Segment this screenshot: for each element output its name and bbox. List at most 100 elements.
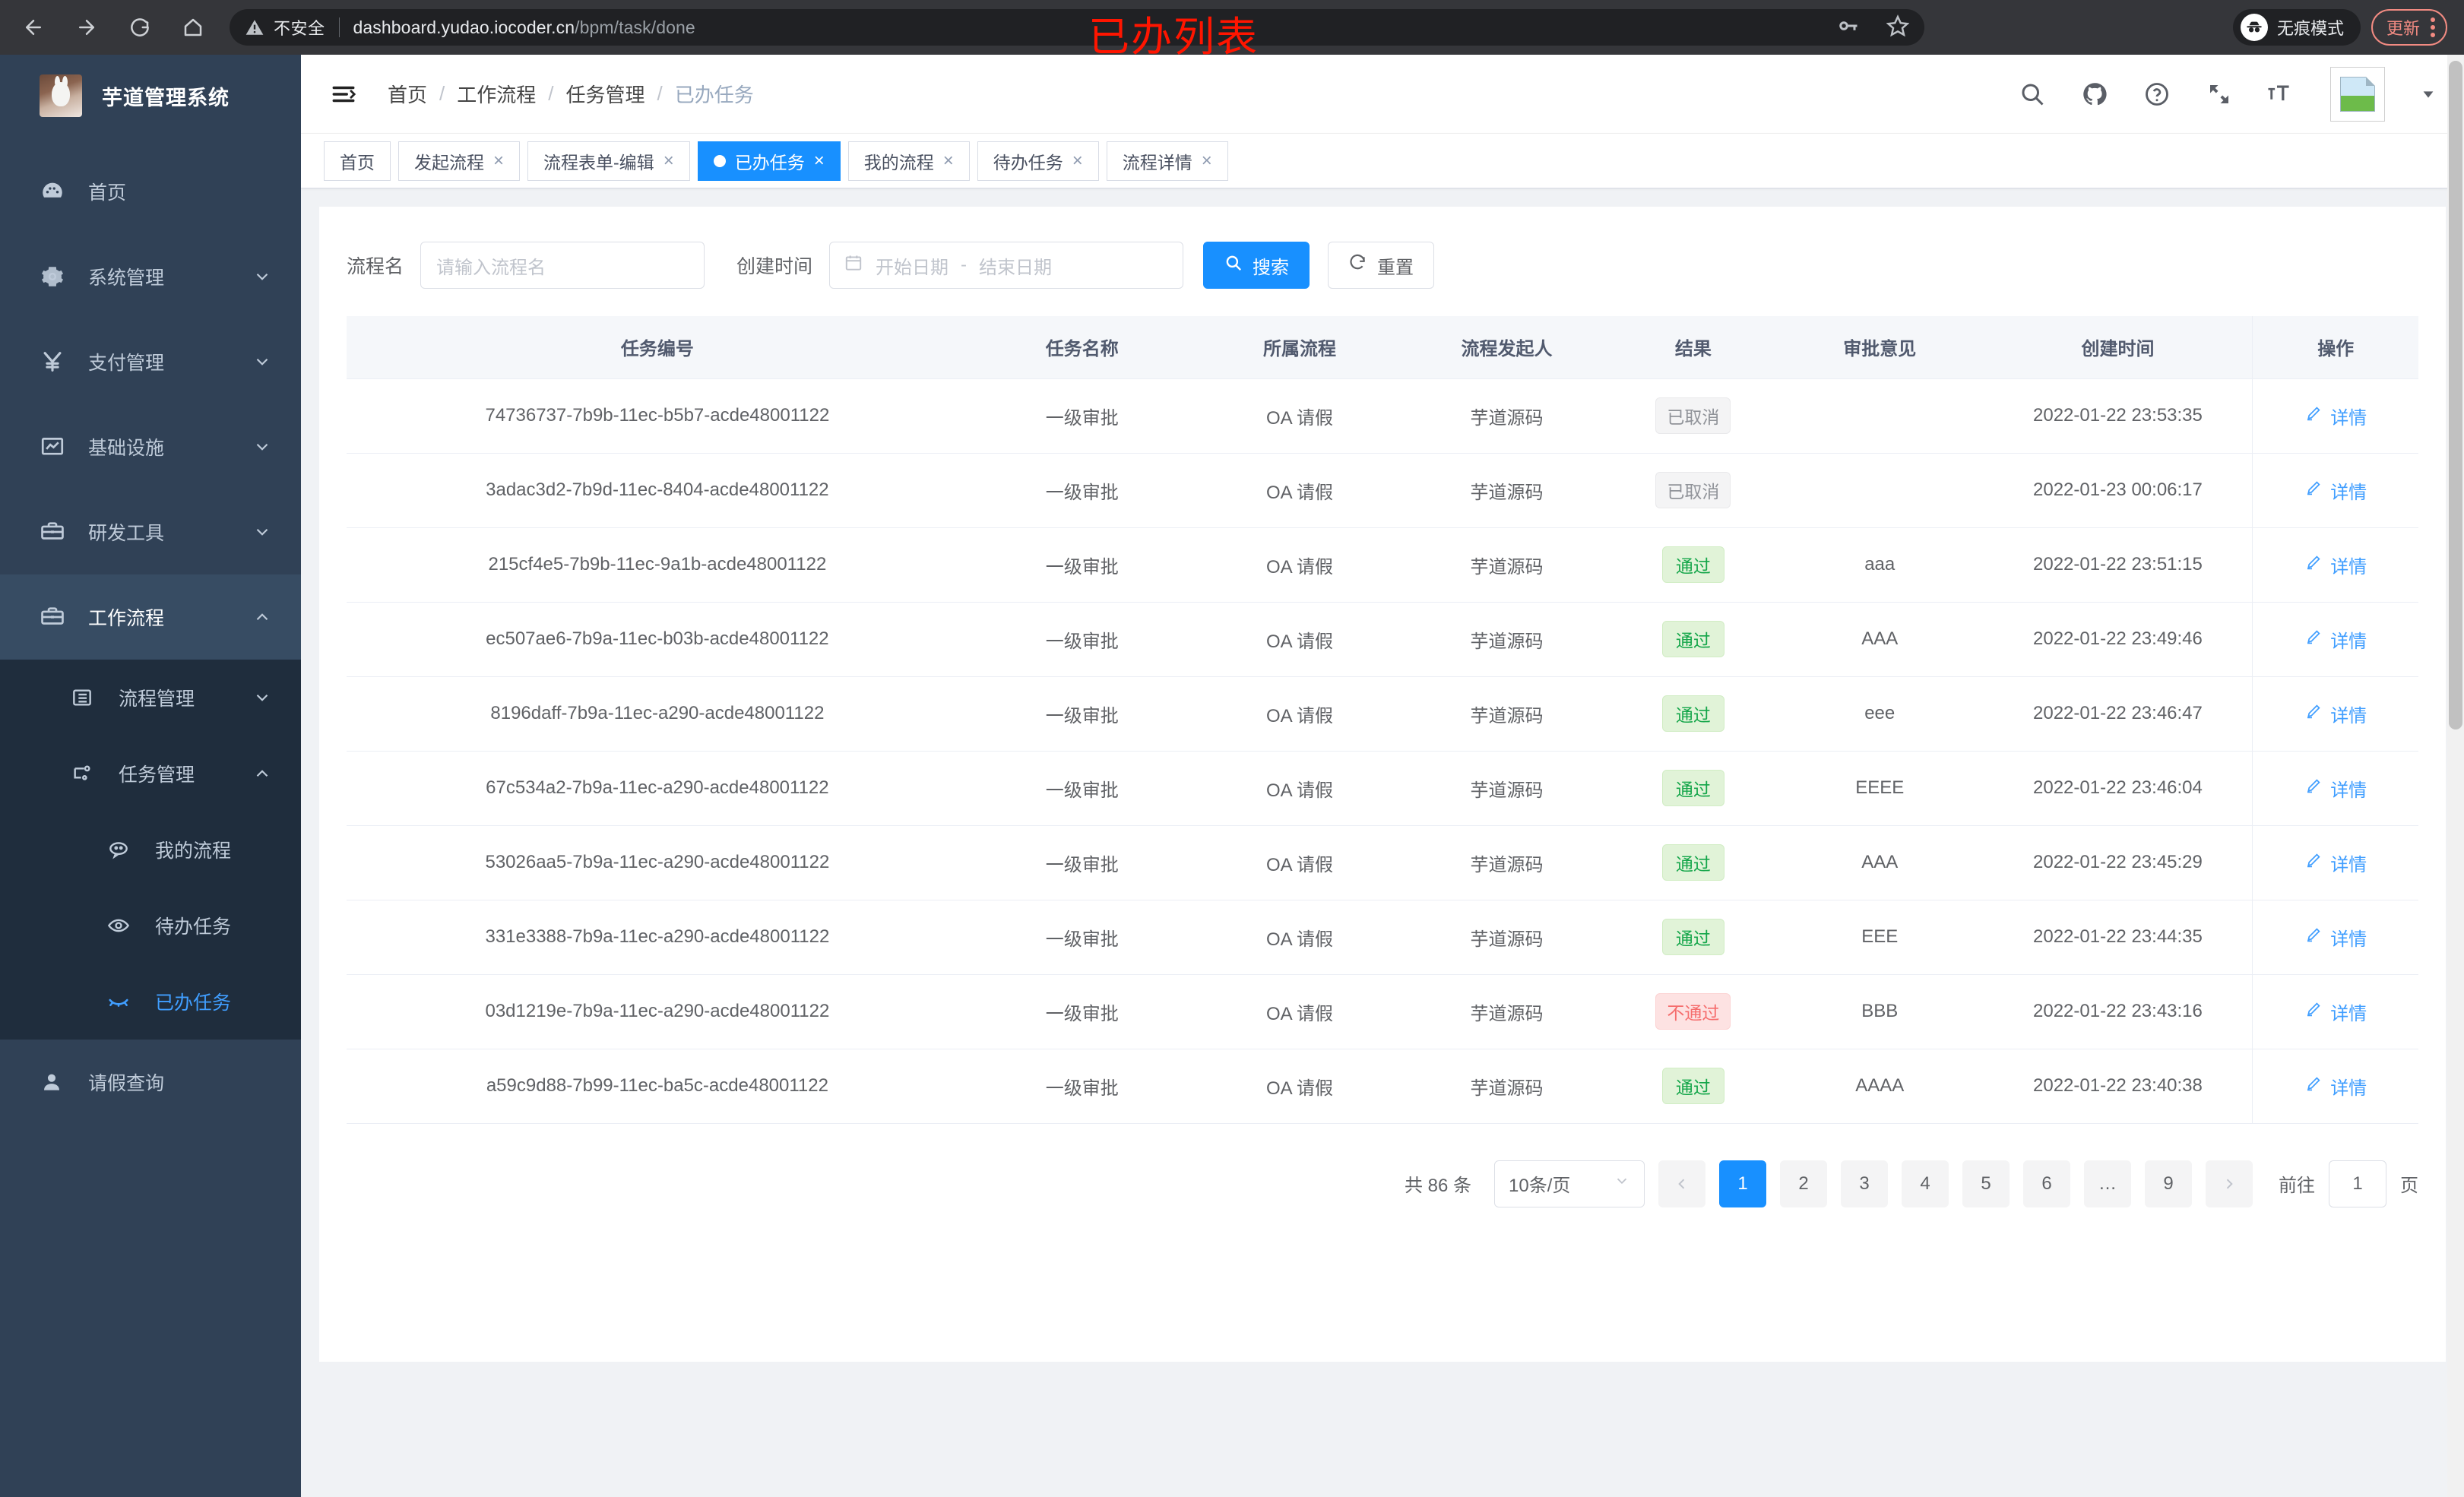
tab-process-form-edit[interactable]: 流程表单-编辑 × [527, 141, 690, 181]
sidebar-submenu-workflow: 流程管理 任务管理 [0, 660, 301, 1040]
reload-icon[interactable] [123, 11, 157, 44]
tab-home[interactable]: 首页 [324, 141, 391, 181]
create-time-range-picker[interactable]: 开始日期 - 结束日期 [829, 242, 1184, 289]
breadcrumb-separator: / [548, 82, 554, 105]
close-icon[interactable]: × [942, 150, 954, 171]
password-key-icon[interactable] [1836, 14, 1859, 41]
incognito-indicator[interactable]: 无痕模式 [2232, 9, 2361, 46]
cell-starter: 芋道源码 [1403, 378, 1610, 454]
sidebar-brand[interactable]: 芋道管理系统 [0, 55, 301, 137]
home-icon[interactable] [176, 11, 210, 44]
forward-icon[interactable] [70, 11, 103, 44]
reset-button[interactable]: 重置 [1328, 242, 1435, 289]
cell-task-id: ec507ae6-7b9a-11ec-b03b-acde48001122 [347, 602, 968, 677]
page-size-select[interactable]: 10条/页 [1494, 1160, 1645, 1207]
page-button-5[interactable]: 5 [1962, 1160, 2010, 1207]
cell-task-name: 一级审批 [968, 602, 1196, 677]
sidebar-item-home[interactable]: 首页 [0, 149, 301, 234]
tab-todo-task[interactable]: 待办任务 × [977, 141, 1099, 181]
sidebar-item-devtools[interactable]: 研发工具 [0, 489, 301, 574]
cell-actions: 详情 [2252, 527, 2418, 603]
sidebar-item-todo-task[interactable]: 待办任务 [0, 888, 301, 964]
detail-button[interactable]: 详情 [2304, 477, 2367, 504]
help-icon[interactable] [2143, 81, 2171, 108]
table-header-row: 任务编号 任务名称 所属流程 流程发起人 结果 审批意见 创建时间 操作 [347, 316, 2418, 379]
hamburger-icon[interactable] [327, 78, 360, 111]
sidebar-item-done-task[interactable]: 已办任务 [0, 964, 301, 1040]
detail-button[interactable]: 详情 [2304, 1073, 2367, 1100]
sidebar-item-payment[interactable]: 支付管理 [0, 319, 301, 404]
detail-button[interactable]: 详情 [2304, 403, 2367, 429]
sidebar-label-home: 首页 [88, 182, 127, 204]
close-icon[interactable]: × [493, 150, 505, 171]
search-button[interactable]: 搜索 [1203, 242, 1310, 289]
brand-logo-icon [40, 74, 82, 117]
cell-task-id: 03d1219e-7b9a-11ec-a290-acde48001122 [347, 974, 968, 1049]
fullscreen-icon[interactable] [2206, 81, 2233, 108]
status-badge: 通过 [1661, 770, 1724, 806]
sidebar-item-infrastructure[interactable]: 基础设施 [0, 404, 301, 489]
filter-form: 流程名 请输入流程名 创建时间 开始日期 - 结束日期 [347, 234, 2418, 316]
browser-right-actions: 无痕模式 更新 [2232, 9, 2447, 46]
page-button-6[interactable]: 6 [2023, 1160, 2070, 1207]
cell-result: 通过 [1610, 825, 1776, 900]
github-icon[interactable] [2081, 81, 2108, 108]
breadcrumb-item-current: 已办任务 [674, 84, 754, 106]
sidebar-item-system[interactable]: 系统管理 [0, 234, 301, 319]
page-button-1[interactable]: 1 [1719, 1160, 1766, 1207]
status-badge: 通过 [1661, 695, 1724, 732]
close-icon[interactable]: × [663, 150, 674, 171]
bookmark-star-icon[interactable] [1886, 14, 1910, 41]
tab-done-task[interactable]: 已办任务 × [697, 141, 841, 181]
sidebar-item-my-process[interactable]: 我的流程 [0, 812, 301, 888]
close-icon[interactable]: × [813, 150, 825, 171]
detail-button[interactable]: 详情 [2304, 924, 2367, 951]
page-button-9[interactable]: 9 [2145, 1160, 2192, 1207]
page-ellipsis[interactable]: … [2084, 1160, 2131, 1207]
detail-button[interactable]: 详情 [2304, 626, 2367, 653]
process-name-input[interactable]: 请输入流程名 [420, 242, 705, 289]
cell-task-id: 8196daff-7b9a-11ec-a290-acde48001122 [347, 676, 968, 752]
tab-my-process[interactable]: 我的流程 × [847, 141, 970, 181]
sidebar-item-workflow[interactable]: 工作流程 [0, 574, 301, 660]
page-scrollbar-thumb[interactable] [2449, 61, 2462, 730]
url-host: dashboard.yudao.iocoder.cn [353, 17, 575, 37]
breadcrumb-item-3[interactable]: 任务管理 [565, 84, 645, 106]
not-secure-label: 不安全 [274, 19, 325, 38]
sidebar-item-leave-query[interactable]: 请假查询 [0, 1040, 301, 1125]
page-button-4[interactable]: 4 [1902, 1160, 1949, 1207]
update-button[interactable]: 更新 [2371, 9, 2447, 46]
cell-task-name: 一级审批 [968, 378, 1196, 454]
prev-page-button[interactable] [1658, 1160, 1705, 1207]
font-size-icon[interactable] [2268, 81, 2295, 108]
tab-process-detail[interactable]: 流程详情 × [1106, 141, 1228, 181]
chrome-menu-icon[interactable] [2431, 17, 2435, 37]
detail-button[interactable]: 详情 [2304, 775, 2367, 802]
detail-button[interactable]: 详情 [2304, 850, 2367, 876]
search-icon[interactable] [2019, 81, 2046, 108]
chevron-down-icon[interactable] [2420, 86, 2437, 103]
goto-page-input[interactable]: 1 [2329, 1160, 2386, 1207]
page-button-3[interactable]: 3 [1841, 1160, 1888, 1207]
detail-button[interactable]: 详情 [2304, 999, 2367, 1025]
sidebar-item-process-manage[interactable]: 流程管理 [0, 660, 301, 736]
active-tab-dot-icon [713, 154, 726, 167]
task-icon [70, 761, 103, 786]
address-bar[interactable]: 不安全 dashboard.yudao.iocoder.cn/bpm/task/… [230, 9, 1924, 46]
sidebar-item-task-manage[interactable]: 任务管理 [0, 736, 301, 812]
tab-start-process[interactable]: 发起流程 × [398, 141, 521, 181]
column-process: 所属流程 [1196, 316, 1404, 379]
next-page-button[interactable] [2206, 1160, 2253, 1207]
breadcrumb-item-1[interactable]: 首页 [388, 84, 428, 106]
back-icon[interactable] [17, 11, 50, 44]
sidebar-label-system: 系统管理 [88, 267, 165, 289]
breadcrumb-item-2[interactable]: 工作流程 [457, 84, 537, 106]
detail-button[interactable]: 详情 [2304, 701, 2367, 727]
close-icon[interactable]: × [1072, 150, 1083, 171]
detail-button[interactable]: 详情 [2304, 552, 2367, 578]
page-button-2[interactable]: 2 [1780, 1160, 1827, 1207]
avatar[interactable] [2330, 66, 2385, 122]
cell-starter: 芋道源码 [1403, 751, 1610, 826]
close-icon[interactable]: × [1201, 150, 1212, 171]
cell-actions: 详情 [2252, 825, 2418, 900]
